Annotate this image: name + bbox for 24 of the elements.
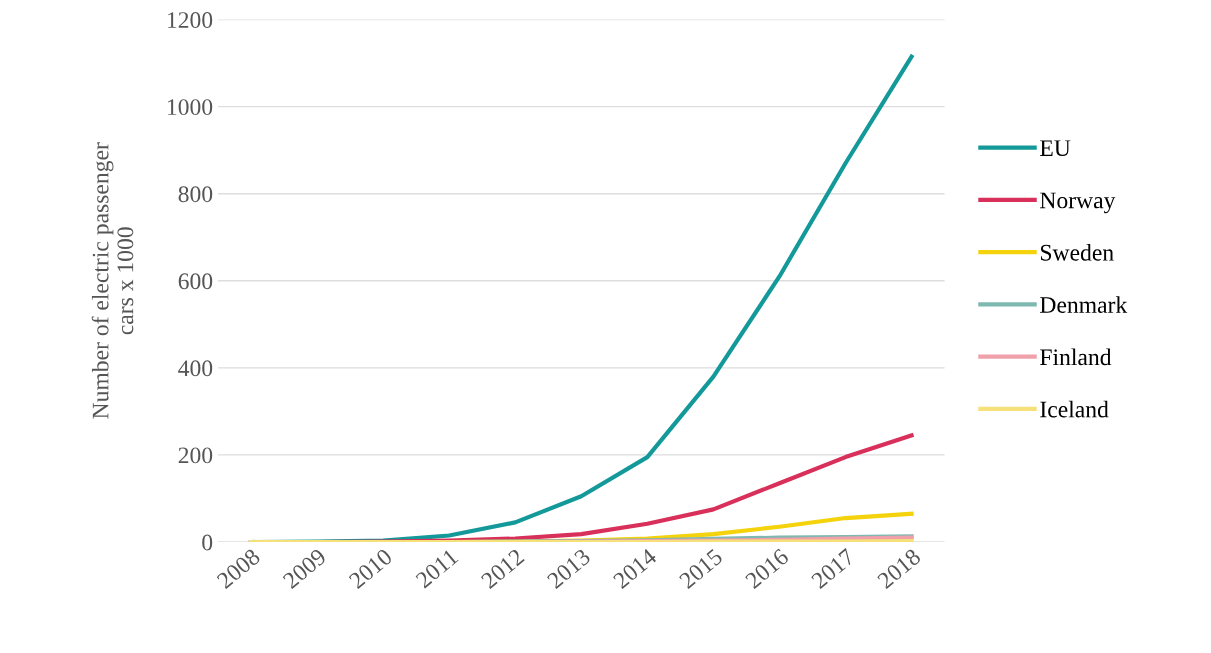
y-tick-label: 600	[178, 273, 213, 290]
x-tick-label: 2008	[216, 547, 261, 590]
y-tick-label: 0	[202, 534, 213, 551]
y-tick-label: 1200	[167, 12, 213, 29]
x-tick-label: 2014	[612, 547, 658, 590]
x-tick-label: 2018	[876, 547, 922, 590]
y-tick-label: 800	[178, 186, 213, 203]
x-tick-label: 2009	[282, 548, 327, 590]
x-tick-label: 2013	[546, 547, 592, 590]
legend-label: Denmark	[1040, 296, 1128, 313]
legend-label: Sweden	[1040, 244, 1114, 261]
y-tick-label: 200	[178, 447, 213, 464]
legend-label: EU	[1040, 140, 1071, 157]
x-tick-label: 2015	[678, 547, 724, 590]
x-tick-label: 2016	[744, 547, 790, 590]
y-tick-label: 400	[178, 360, 213, 377]
x-tick-label: 2011	[414, 548, 459, 589]
y-axis-title: Number of electric passenger cars x 1000	[91, 142, 134, 419]
y-tick-label: 1000	[167, 99, 213, 116]
x-tick-label: 2012	[480, 548, 525, 590]
x-tick-label: 2010	[348, 547, 394, 590]
legend-label: Iceland	[1040, 400, 1109, 418]
legend-label: Finland	[1040, 348, 1112, 366]
legend-label: Norway	[1040, 192, 1116, 214]
